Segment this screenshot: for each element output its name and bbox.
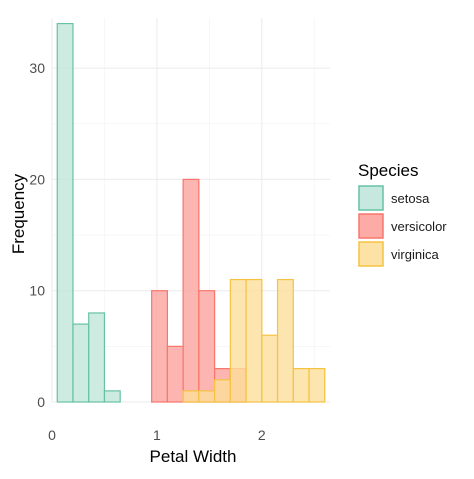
bar-versicolor-6 xyxy=(151,290,168,403)
y-axis-ticks: 0 10 20 30 xyxy=(29,60,45,410)
bar-virginica-12 xyxy=(245,278,263,403)
histogram-bars xyxy=(56,22,326,403)
bar-virginica-10 xyxy=(214,379,231,403)
bar-virginica-9 xyxy=(198,390,216,403)
x-tick-label: 1 xyxy=(153,427,161,443)
legend-label-versicolor: versicolor xyxy=(391,219,447,234)
bar-setosa-0 xyxy=(56,22,74,403)
legend-title: Species xyxy=(358,161,418,180)
bar-setosa-2 xyxy=(88,312,106,403)
series-setosa xyxy=(56,22,121,403)
y-tick-label: 0 xyxy=(37,394,45,410)
bar-virginica-15 xyxy=(292,368,310,403)
bar-virginica-13 xyxy=(261,334,279,403)
y-tick-label: 30 xyxy=(29,60,45,76)
bar-virginica-14 xyxy=(276,278,294,403)
bar-versicolor-8 xyxy=(182,178,200,403)
x-axis-title: Petal Width xyxy=(150,447,237,466)
legend-item-setosa: setosa xyxy=(358,185,430,211)
legend-key-virginica xyxy=(358,241,384,267)
legend-key-versicolor xyxy=(358,213,384,239)
bar-virginica-8 xyxy=(182,390,200,403)
bar-virginica-16 xyxy=(308,368,326,403)
bar-setosa-3 xyxy=(103,390,121,403)
bar-versicolor-9 xyxy=(198,290,216,403)
legend-item-versicolor: versicolor xyxy=(358,213,447,239)
legend-key-setosa xyxy=(358,185,384,211)
bar-setosa-1 xyxy=(72,323,90,403)
x-axis-ticks: 0 1 2 xyxy=(48,427,266,443)
bar-versicolor-7 xyxy=(166,345,184,403)
legend-label-setosa: setosa xyxy=(391,191,430,206)
x-tick-label: 2 xyxy=(258,427,266,443)
bar-virginica-11 xyxy=(229,278,247,403)
series-virginica xyxy=(182,278,326,403)
legend: Species setosa versicolor virginica xyxy=(358,161,447,267)
legend-item-virginica: virginica xyxy=(358,241,439,267)
x-tick-label: 0 xyxy=(48,427,56,443)
y-tick-label: 20 xyxy=(29,171,45,187)
legend-label-virginica: virginica xyxy=(391,247,439,262)
y-tick-label: 10 xyxy=(29,283,45,299)
y-axis-title: Frequency xyxy=(9,173,28,254)
